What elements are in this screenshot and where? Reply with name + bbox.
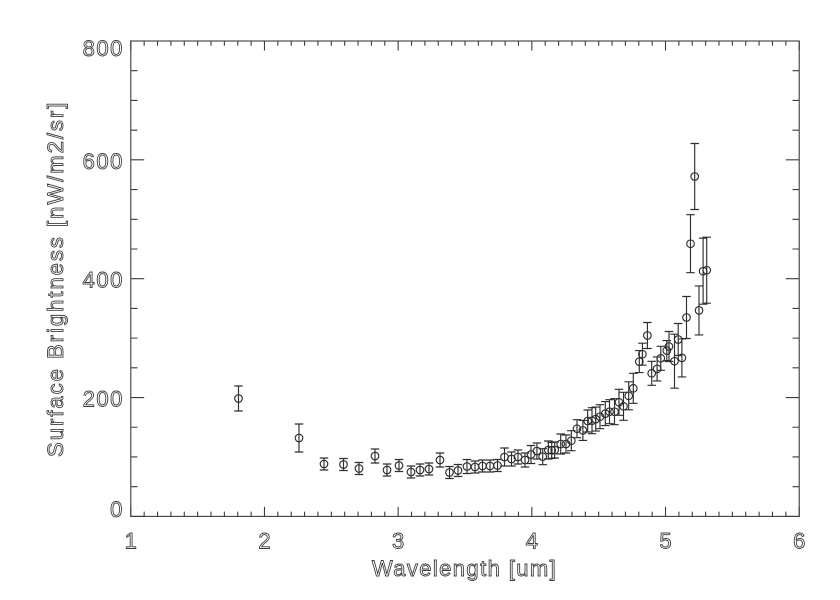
- svg-text:4: 4: [526, 529, 540, 554]
- svg-text:800: 800: [83, 36, 124, 61]
- svg-text:5: 5: [659, 529, 673, 554]
- svg-text:6: 6: [793, 529, 807, 554]
- svg-text:0: 0: [110, 497, 124, 522]
- svg-text:1: 1: [125, 529, 139, 554]
- svg-text:Wavelength [um]: Wavelength [um]: [372, 556, 557, 581]
- svg-text:600: 600: [83, 149, 124, 174]
- svg-text:3: 3: [392, 529, 406, 554]
- svg-text:200: 200: [83, 387, 124, 412]
- svg-text:Surface Brightness [nW/m2/sr]: Surface Brightness [nW/m2/sr]: [43, 101, 68, 457]
- svg-text:400: 400: [83, 268, 124, 293]
- svg-text:2: 2: [258, 529, 272, 554]
